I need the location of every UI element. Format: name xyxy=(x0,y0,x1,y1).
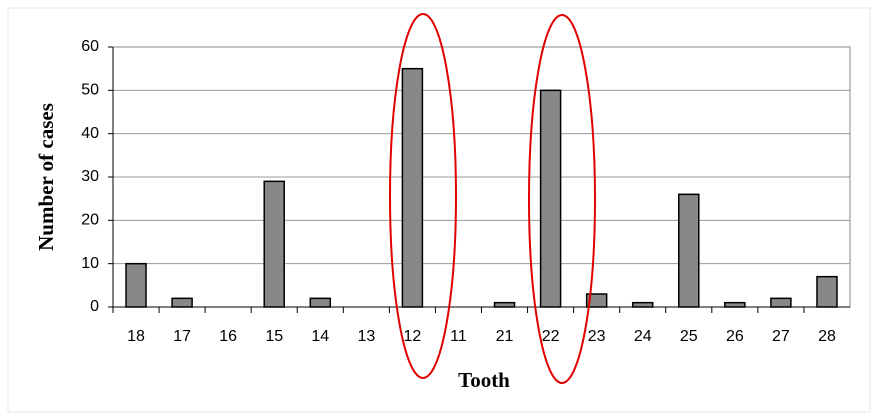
x-axis-title: Tooth xyxy=(458,368,510,392)
x-tick-label: 21 xyxy=(496,328,514,345)
highlight-ellipse xyxy=(528,14,596,384)
bar xyxy=(539,89,562,308)
bar xyxy=(263,180,285,308)
bar xyxy=(401,67,424,308)
bar xyxy=(493,301,516,308)
x-tick-label: 15 xyxy=(265,328,283,345)
x-tick-label: 23 xyxy=(588,328,606,345)
bar xyxy=(724,301,746,308)
x-tick-label: 22 xyxy=(542,328,560,345)
bar xyxy=(585,293,608,308)
x-tick-label: 18 xyxy=(127,328,145,345)
bar xyxy=(125,262,147,308)
x-tick-label: 27 xyxy=(772,328,790,345)
y-tick-label: 20 xyxy=(81,212,99,229)
frame xyxy=(7,7,871,413)
bar xyxy=(171,297,193,308)
highlight-ellipse xyxy=(389,13,457,379)
y-tick-label: 0 xyxy=(90,298,99,315)
x-tick-label: 25 xyxy=(680,328,698,345)
y-tick-label: 40 xyxy=(81,125,99,142)
x-tick-label: 24 xyxy=(634,328,652,345)
x-tick-label: 14 xyxy=(311,328,329,345)
x-tick-label: 28 xyxy=(818,328,836,345)
bar xyxy=(678,193,700,308)
bar xyxy=(816,275,838,308)
y-tick-label: 10 xyxy=(81,255,99,272)
x-tick-label: 26 xyxy=(726,328,744,345)
y-tick-label: 60 xyxy=(81,38,99,55)
x-tick-label: 11 xyxy=(450,328,467,345)
x-tick-label: 12 xyxy=(404,328,422,345)
x-tick-label: 16 xyxy=(219,328,237,345)
bar xyxy=(631,301,654,308)
x-tick-label: 13 xyxy=(357,328,375,345)
y-tick-label: 30 xyxy=(81,168,99,185)
bar xyxy=(770,297,792,308)
y-tick-label: 50 xyxy=(81,82,99,99)
y-axis-title: Number of cases xyxy=(34,103,58,251)
x-tick-label: 17 xyxy=(173,328,191,345)
bar xyxy=(309,297,332,308)
